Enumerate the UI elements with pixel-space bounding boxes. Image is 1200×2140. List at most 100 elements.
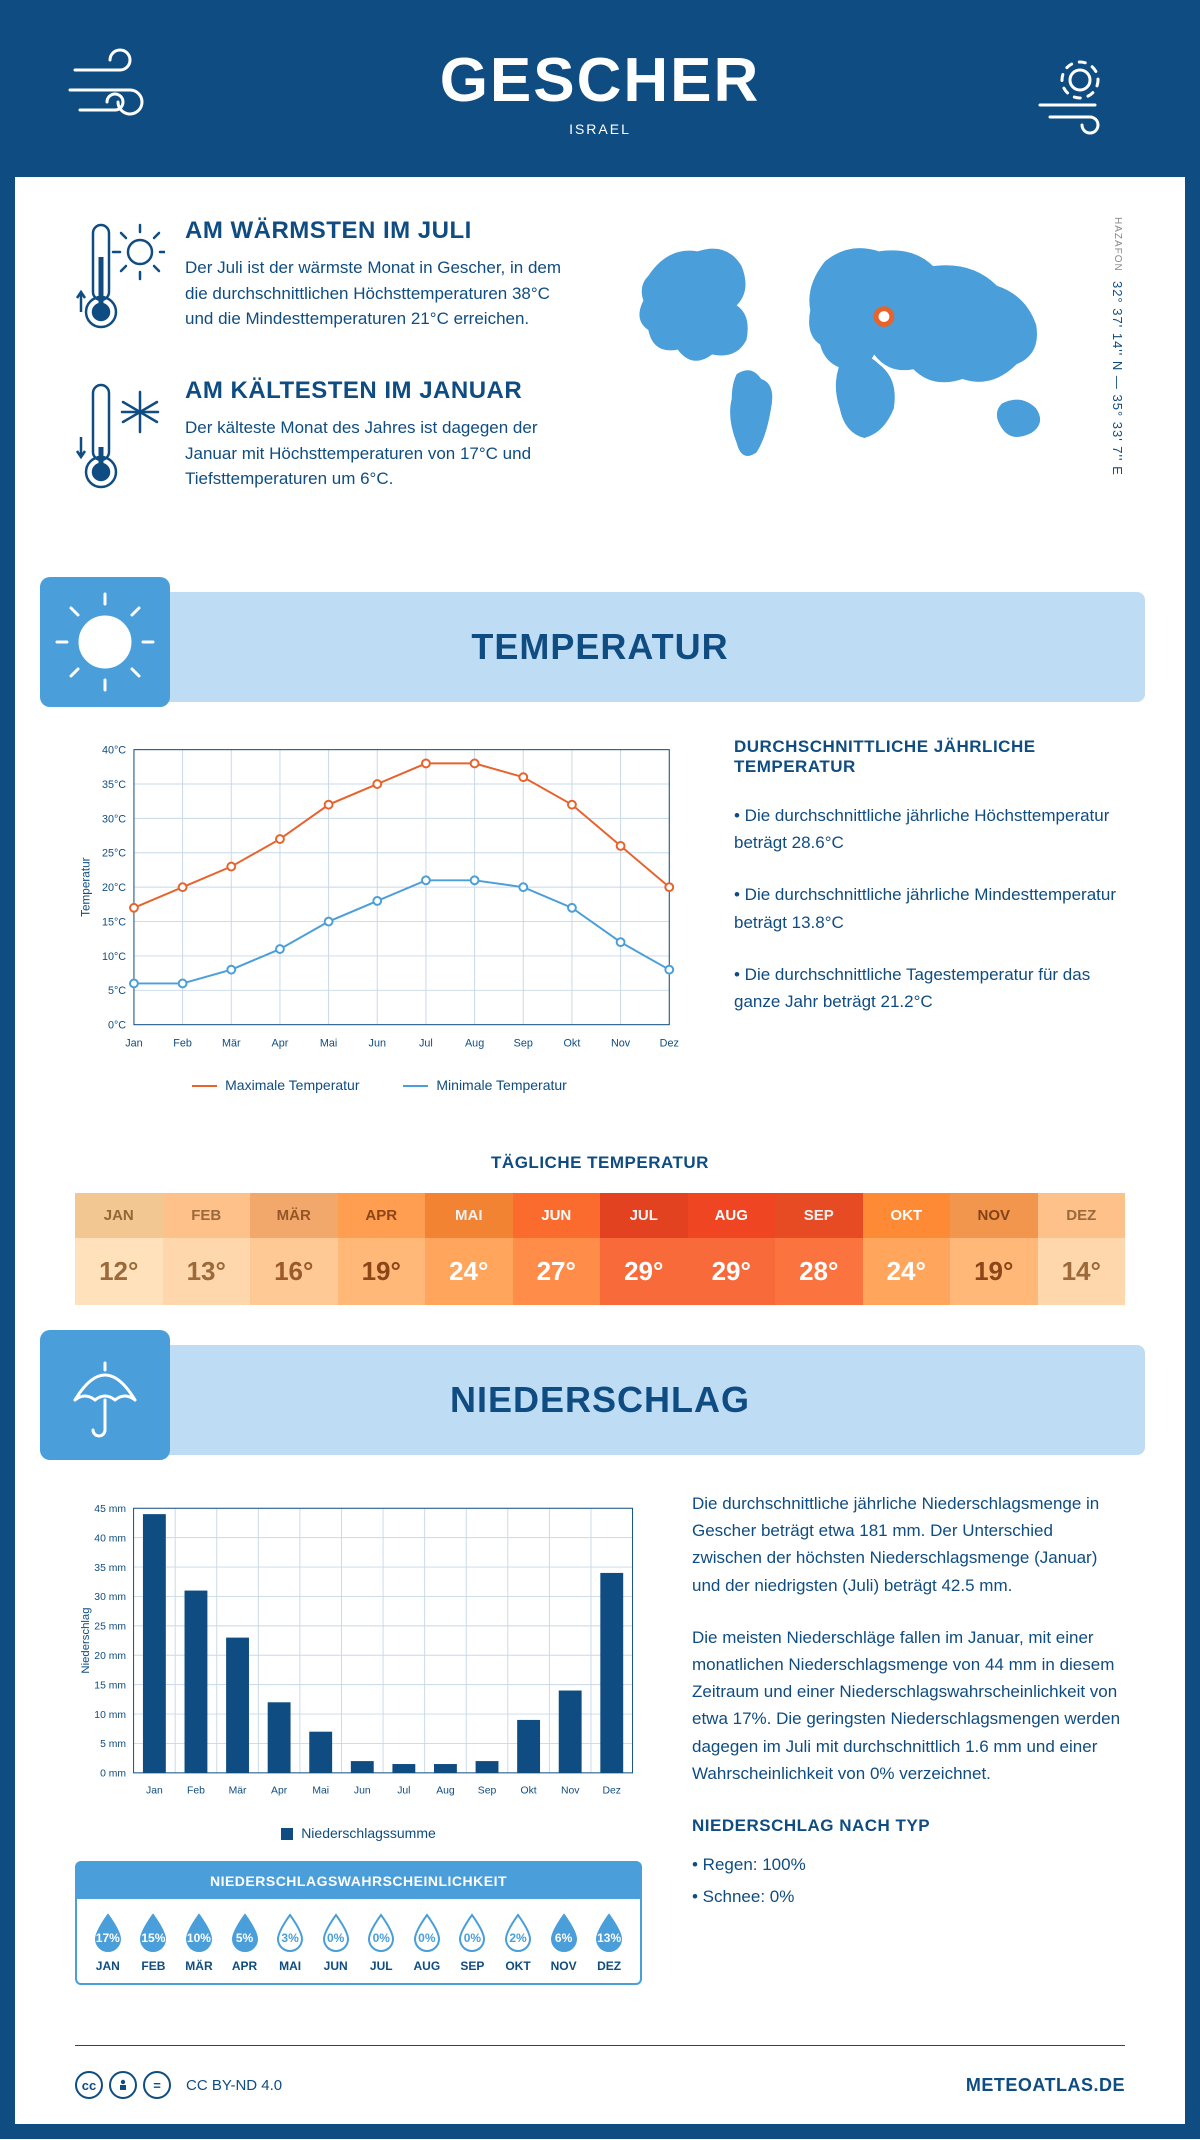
- prob-col: 2% OKT: [495, 1913, 541, 1973]
- precip-p1: Die durchschnittliche jährliche Niedersc…: [692, 1490, 1125, 1599]
- svg-text:5 mm: 5 mm: [100, 1739, 126, 1750]
- svg-text:Mär: Mär: [222, 1037, 241, 1049]
- section-bar-precip: NIEDERSCHLAG: [55, 1345, 1145, 1455]
- precip-legend: Niederschlagssumme: [75, 1825, 642, 1841]
- svg-text:Mai: Mai: [320, 1037, 337, 1049]
- section-bar-temperature: TEMPERATUR: [55, 592, 1145, 702]
- svg-text:Niederschlag: Niederschlag: [80, 1607, 92, 1673]
- svg-text:0 mm: 0 mm: [100, 1769, 126, 1780]
- svg-text:Mai: Mai: [312, 1786, 329, 1797]
- wind-icon: [1025, 45, 1135, 140]
- prob-col: 10% MÄR: [176, 1913, 222, 1973]
- cc-icons: cc =: [75, 2071, 171, 2099]
- svg-text:45 mm: 45 mm: [94, 1504, 126, 1515]
- svg-text:20°C: 20°C: [102, 882, 126, 894]
- avg-temp-b2: • Die durchschnittliche jährliche Mindes…: [734, 881, 1125, 935]
- svg-text:Sep: Sep: [514, 1037, 533, 1049]
- site-name: METEOATLAS.DE: [966, 2075, 1125, 2096]
- prob-col: 0% SEP: [450, 1913, 496, 1973]
- svg-text:Jul: Jul: [397, 1786, 410, 1797]
- section-title-precip: NIEDERSCHLAG: [450, 1379, 750, 1421]
- nd-icon: =: [143, 2071, 171, 2099]
- precip-type2: • Schnee: 0%: [692, 1883, 1125, 1910]
- svg-text:Feb: Feb: [173, 1037, 192, 1049]
- precip-probability-box: NIEDERSCHLAGSWAHRSCHEINLICHKEIT 17% JAN …: [75, 1861, 642, 1985]
- warm-title: AM WÄRMSTEN IM JULI: [185, 217, 579, 245]
- prob-col: 6% NOV: [541, 1913, 587, 1973]
- page: GESCHER ISRAEL AM WÄRMSTEN IM JULI Der J…: [0, 0, 1200, 2139]
- daily-col: SEP28°: [775, 1193, 863, 1305]
- section-title-temp: TEMPERATUR: [471, 626, 728, 668]
- svg-text:Sep: Sep: [478, 1786, 497, 1797]
- precip-type-title: NIEDERSCHLAG NACH TYP: [692, 1812, 1125, 1839]
- daily-col: JUL29°: [600, 1193, 688, 1305]
- prob-col: 0% JUL: [358, 1913, 404, 1973]
- prob-title: NIEDERSCHLAGSWAHRSCHEINLICHKEIT: [77, 1863, 640, 1899]
- precip-p2: Die meisten Niederschläge fallen im Janu…: [692, 1624, 1125, 1787]
- by-icon: [109, 2071, 137, 2099]
- svg-text:Jan: Jan: [125, 1037, 142, 1049]
- svg-text:30°C: 30°C: [102, 813, 126, 825]
- svg-text:10°C: 10°C: [102, 951, 126, 963]
- world-map-svg: [609, 217, 1100, 472]
- world-map: HAZAFON 32° 37' 14'' N — 35° 33' 7'' E: [609, 217, 1125, 537]
- daily-col: AUG29°: [688, 1193, 776, 1305]
- daily-col: FEB13°: [163, 1193, 251, 1305]
- svg-text:30 mm: 30 mm: [94, 1592, 126, 1603]
- daily-col: JAN12°: [75, 1193, 163, 1305]
- svg-text:15 mm: 15 mm: [94, 1680, 126, 1691]
- daily-col: APR19°: [338, 1193, 426, 1305]
- license-text: CC BY-ND 4.0: [186, 2077, 282, 2094]
- svg-text:0°C: 0°C: [108, 1020, 126, 1032]
- svg-text:35°C: 35°C: [102, 779, 126, 791]
- svg-text:35 mm: 35 mm: [94, 1563, 126, 1574]
- svg-text:Okt: Okt: [521, 1786, 537, 1797]
- svg-text:Temperatur: Temperatur: [80, 857, 93, 917]
- prob-col: 13% DEZ: [586, 1913, 632, 1973]
- svg-text:Jun: Jun: [369, 1037, 386, 1049]
- umbrella-icon: [40, 1330, 170, 1460]
- svg-text:Nov: Nov: [611, 1037, 631, 1049]
- prob-col: 17% JAN: [85, 1913, 131, 1973]
- page-title: GESCHER: [440, 45, 761, 116]
- svg-text:40 mm: 40 mm: [94, 1533, 126, 1544]
- precip-chart: 0 mm5 mm10 mm15 mm20 mm25 mm30 mm35 mm40…: [75, 1490, 642, 1841]
- avg-temp-title: DURCHSCHNITTLICHE JÄHRLICHE TEMPERATUR: [734, 737, 1125, 777]
- svg-text:5°C: 5°C: [108, 985, 126, 997]
- svg-text:Dez: Dez: [603, 1786, 621, 1797]
- map-marker: [876, 309, 892, 325]
- precip-type1: • Regen: 100%: [692, 1851, 1125, 1878]
- avg-temp-b1: • Die durchschnittliche jährliche Höchst…: [734, 802, 1125, 856]
- thermometer-hot-icon: [75, 217, 165, 342]
- footer: cc = CC BY-ND 4.0 METEOATLAS.DE: [75, 2045, 1125, 2124]
- cold-title: AM KÄLTESTEN IM JANUAR: [185, 377, 579, 405]
- svg-text:Mär: Mär: [229, 1786, 247, 1797]
- svg-text:Dez: Dez: [660, 1037, 679, 1049]
- prob-col: 3% MAI: [267, 1913, 313, 1973]
- svg-text:25 mm: 25 mm: [94, 1622, 126, 1633]
- svg-text:Jun: Jun: [354, 1786, 371, 1797]
- temperature-chart: 0°C5°C10°C15°C20°C25°C30°C35°C40°CJanFeb…: [75, 737, 684, 1093]
- daily-col: NOV19°: [950, 1193, 1038, 1305]
- svg-text:Feb: Feb: [187, 1786, 205, 1797]
- daily-col: MAI24°: [425, 1193, 513, 1305]
- header: GESCHER ISRAEL: [15, 15, 1185, 177]
- daily-col: DEZ14°: [1038, 1193, 1126, 1305]
- svg-text:40°C: 40°C: [102, 745, 126, 757]
- svg-text:Aug: Aug: [436, 1786, 455, 1797]
- prob-col: 15% FEB: [131, 1913, 177, 1973]
- svg-text:Aug: Aug: [465, 1037, 484, 1049]
- daily-col: OKT24°: [863, 1193, 951, 1305]
- svg-text:Jul: Jul: [419, 1037, 433, 1049]
- prob-col: 5% APR: [222, 1913, 268, 1973]
- top-info: AM WÄRMSTEN IM JULI Der Juli ist der wär…: [15, 177, 1185, 567]
- prob-col: 0% JUN: [313, 1913, 359, 1973]
- sun-icon: [40, 577, 170, 707]
- daily-col: MÄR16°: [250, 1193, 338, 1305]
- temp-chart-legend: Maximale Temperatur Minimale Temperatur: [75, 1077, 684, 1093]
- svg-text:Jan: Jan: [146, 1786, 163, 1797]
- daily-temp-table: JAN12°FEB13°MÄR16°APR19°MAI24°JUN27°JUL2…: [75, 1193, 1125, 1305]
- thermometer-cold-icon: [75, 377, 165, 502]
- svg-text:15°C: 15°C: [102, 916, 126, 928]
- cc-icon: cc: [75, 2071, 103, 2099]
